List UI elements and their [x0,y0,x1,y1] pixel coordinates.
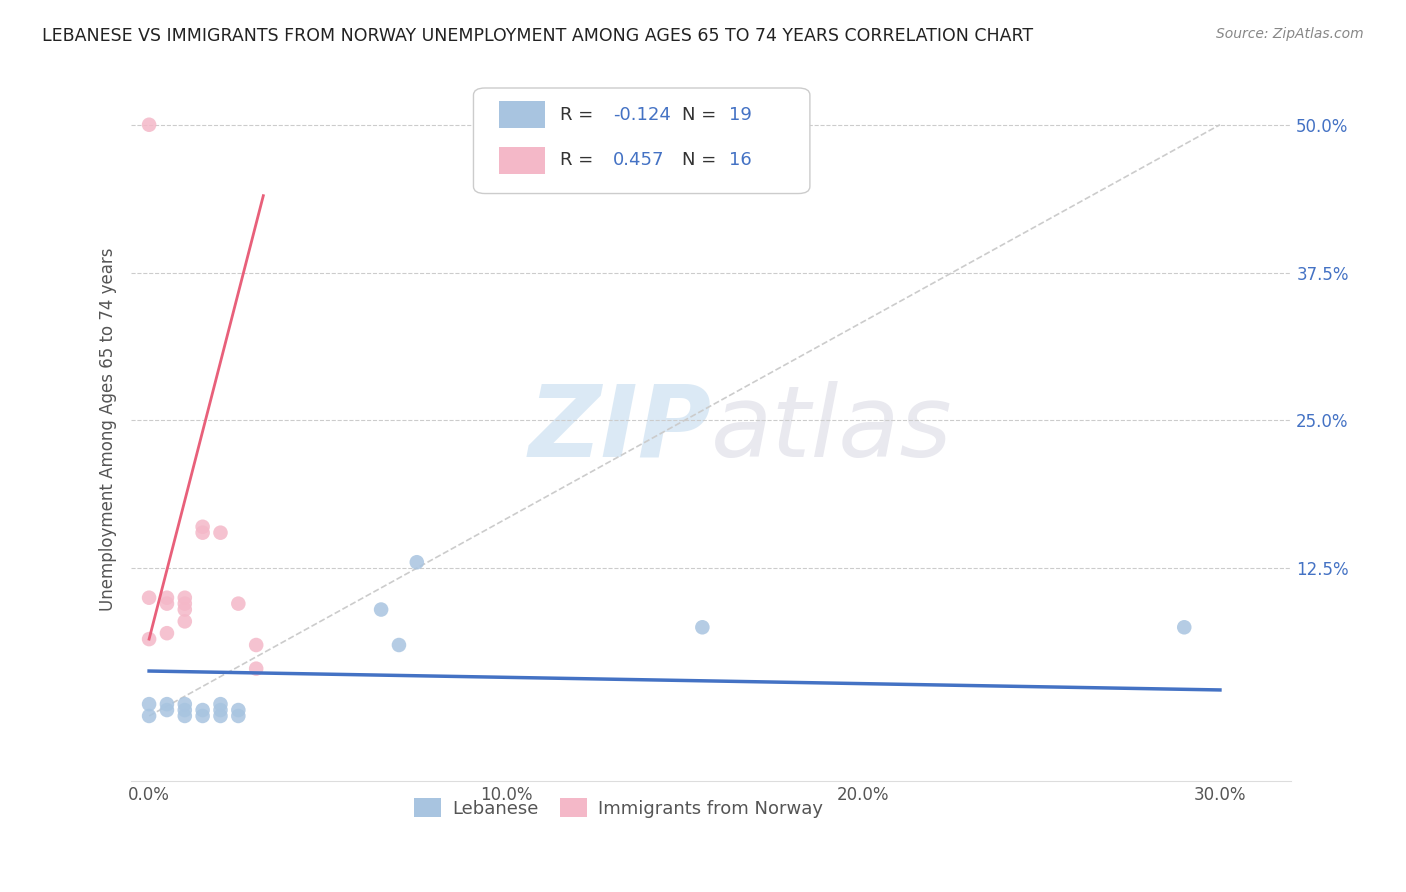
Point [209,703,232,717]
Point [156,703,179,717]
Text: ZIP: ZIP [529,381,711,478]
Point [156,697,179,711]
Point [156,626,179,640]
FancyBboxPatch shape [474,88,810,194]
Text: N =: N = [682,152,723,169]
Point [228,597,250,611]
Point [173,597,195,611]
Point [1173,620,1195,634]
Point [173,602,195,616]
Point [370,602,392,616]
FancyBboxPatch shape [499,102,546,128]
Text: R =: R = [561,106,599,124]
Text: 16: 16 [728,152,751,169]
Legend: Lebanese, Immigrants from Norway: Lebanese, Immigrants from Norway [406,791,830,825]
Point [156,597,179,611]
Point [209,697,232,711]
Y-axis label: Unemployment Among Ages 65 to 74 years: Unemployment Among Ages 65 to 74 years [100,247,117,611]
Point [692,620,714,634]
Text: atlas: atlas [711,381,953,478]
Point [138,697,160,711]
Point [156,591,179,605]
Point [138,591,160,605]
Point [209,709,232,723]
Point [191,709,214,723]
Point [173,703,195,717]
Point [388,638,411,652]
Point [173,615,195,629]
FancyBboxPatch shape [499,147,546,174]
Text: Source: ZipAtlas.com: Source: ZipAtlas.com [1216,27,1364,41]
Text: N =: N = [682,106,723,124]
Point [138,709,160,723]
Point [245,662,267,676]
Point [191,520,214,534]
Point [173,697,195,711]
Point [173,591,195,605]
Point [228,703,250,717]
Point [138,632,160,646]
Text: 0.457: 0.457 [613,152,664,169]
Text: R =: R = [561,152,599,169]
Point [138,118,160,132]
Point [191,703,214,717]
Point [191,525,214,540]
Point [245,638,267,652]
Text: -0.124: -0.124 [613,106,671,124]
Point [209,525,232,540]
Point [405,555,427,569]
Text: LEBANESE VS IMMIGRANTS FROM NORWAY UNEMPLOYMENT AMONG AGES 65 TO 74 YEARS CORREL: LEBANESE VS IMMIGRANTS FROM NORWAY UNEMP… [42,27,1033,45]
Point [173,709,195,723]
Point [228,709,250,723]
Text: 19: 19 [728,106,752,124]
